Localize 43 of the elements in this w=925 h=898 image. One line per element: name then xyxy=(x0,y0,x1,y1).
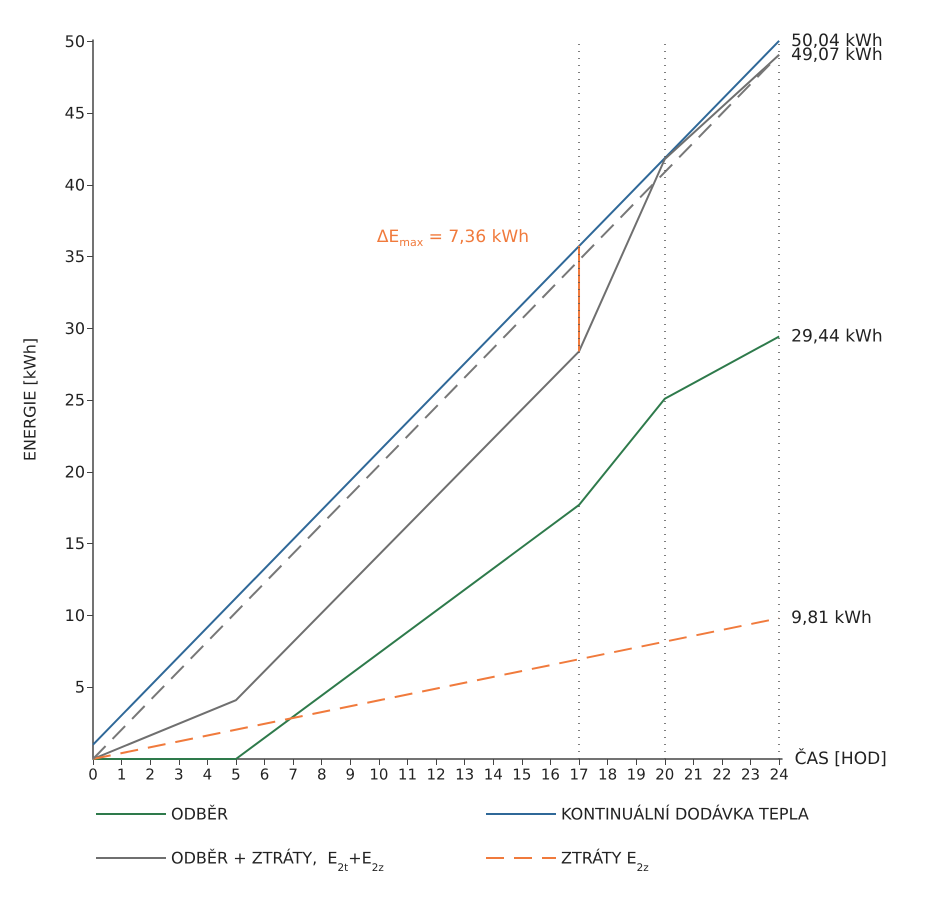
x-tick-label: 21 xyxy=(684,766,703,784)
x-tick-label: 8 xyxy=(316,766,326,784)
x-tick-label: 24 xyxy=(770,766,789,784)
x-tick-label: 6 xyxy=(260,766,270,784)
x-tick-label: 17 xyxy=(569,766,589,784)
legend-label: KONTINUÁLNÍ DODÁVKA TEPLA xyxy=(561,804,809,824)
x-tick-label: 7 xyxy=(288,766,298,784)
x-tick-label: 4 xyxy=(202,766,212,784)
x-tick-label: 23 xyxy=(741,766,760,784)
x-tick-label: 1 xyxy=(116,766,126,784)
y-tick-label: 45 xyxy=(64,104,85,123)
x-tick-label: 3 xyxy=(174,766,184,784)
x-tick-label: 15 xyxy=(512,766,532,784)
x-tick-label: 22 xyxy=(712,766,732,784)
x-tick-label: 19 xyxy=(626,766,646,784)
x-tick-label: 12 xyxy=(426,766,446,784)
y-tick-label: 50 xyxy=(64,32,85,51)
y-tick-label: 30 xyxy=(64,318,85,338)
annotation: ΔE$_{max}$ = 7,36 kWh xyxy=(376,226,530,249)
x-tick-label: 14 xyxy=(484,766,503,784)
x-tick-label: 10 xyxy=(369,766,388,784)
legend-label: ODBĚR xyxy=(171,804,228,824)
line-series xyxy=(92,336,780,760)
x-tick-label: 20 xyxy=(655,766,674,784)
y-axis-title: ENERGIE [kWh] xyxy=(20,338,40,462)
x-tick-label: 5 xyxy=(231,766,241,784)
data-label: 29,44 kWh xyxy=(791,326,883,346)
y-tick-label: 25 xyxy=(64,390,85,410)
data-label: 9,81 kWh xyxy=(791,608,872,628)
x-tick-label: 11 xyxy=(398,766,418,784)
x-tick-label: 9 xyxy=(346,766,356,784)
x-tick-label: 18 xyxy=(598,766,618,784)
x-axis-title: ČAS [HOD] xyxy=(794,748,887,769)
x-tick-label: 0 xyxy=(88,766,98,784)
x-tick-label: 13 xyxy=(455,766,474,784)
x-tick-label: 2 xyxy=(145,766,155,784)
y-tick-label: 20 xyxy=(64,462,85,482)
y-tick-label: 5 xyxy=(74,678,85,697)
y-tick-label: 40 xyxy=(64,175,85,194)
y-tick-label: 35 xyxy=(64,247,85,266)
x-tick-label: 16 xyxy=(540,766,560,784)
y-tick-label: 15 xyxy=(64,534,85,554)
y-tick-label: 10 xyxy=(64,606,85,625)
